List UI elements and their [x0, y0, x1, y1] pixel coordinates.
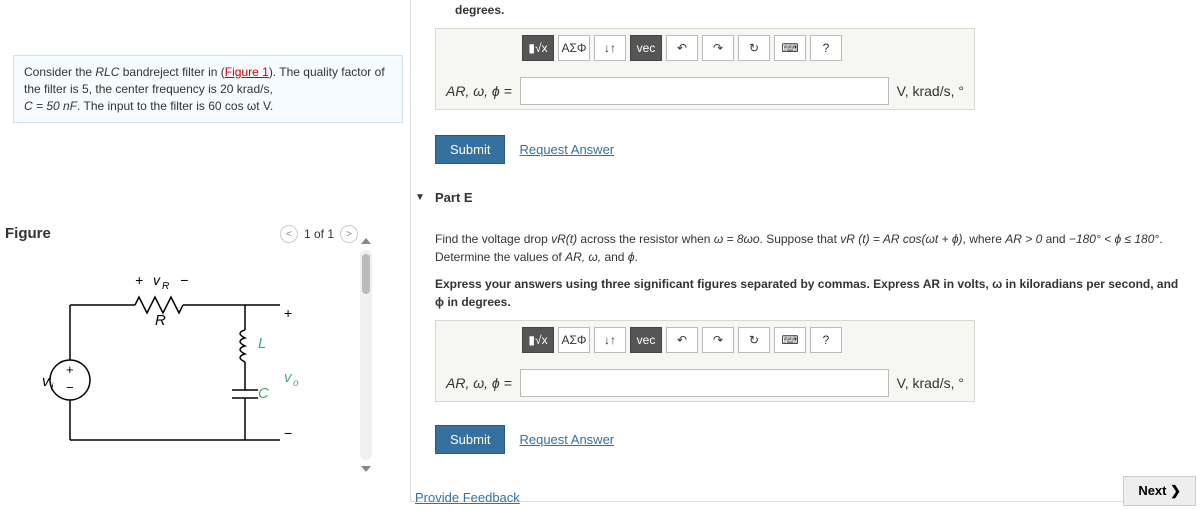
part-e-header: Part E: [435, 190, 473, 205]
svg-text:R: R: [155, 312, 166, 329]
scroll-up-icon[interactable]: [361, 238, 371, 244]
part-e-submit-button[interactable]: Submit: [435, 425, 505, 454]
circuit-diagram: + vR − R L C + vo − + − vi: [40, 270, 320, 470]
part-e-collapse-icon[interactable]: ▼: [415, 192, 425, 203]
svg-text:−: −: [180, 272, 188, 288]
answer-units: V, krad/s, °: [897, 375, 964, 391]
figure-counter: 1 of 1: [304, 227, 334, 241]
reset-button[interactable]: ↻: [738, 327, 770, 353]
redo-button[interactable]: ↷: [702, 35, 734, 61]
problem-statement: Consider the RLC bandreject filter in (F…: [13, 55, 403, 123]
next-button[interactable]: Next ❯: [1123, 476, 1196, 506]
svg-text:v: v: [284, 369, 293, 386]
part-d-answer-input[interactable]: [520, 77, 889, 105]
help-button[interactable]: ?: [810, 327, 842, 353]
part-d-submit-row: Submit Request Answer: [435, 135, 614, 164]
answer-label: AR, ω, ϕ =: [446, 375, 512, 391]
capacitance: C = 50 nF: [24, 99, 77, 113]
figure-scrollbar[interactable]: [360, 250, 372, 460]
part-e-toolbar: ▮√x ΑΣΦ ↓↑ vec ↶ ↷ ↻ ⌨ ?: [516, 321, 974, 359]
part-e-submit-row: Submit Request Answer: [435, 425, 614, 454]
help-button[interactable]: ?: [810, 35, 842, 61]
templates-button[interactable]: ▮√x: [522, 35, 554, 61]
subsup-button[interactable]: ↓↑: [594, 327, 626, 353]
svg-text:C: C: [258, 385, 269, 402]
svg-text:+: +: [284, 305, 292, 321]
vec-button[interactable]: vec: [630, 35, 662, 61]
part-e-request-answer-link[interactable]: Request Answer: [519, 432, 614, 447]
keyboard-button[interactable]: ⌨: [774, 35, 806, 61]
freq: 20 krad/s: [220, 82, 269, 96]
text: bandreject filter in (: [119, 65, 224, 79]
part-e-express: Express your answers using three signifi…: [435, 275, 1190, 311]
reset-button[interactable]: ↻: [738, 35, 770, 61]
svg-text:−: −: [66, 380, 74, 395]
svg-text:R: R: [162, 281, 169, 292]
text: ,: [269, 82, 272, 96]
greek-button[interactable]: ΑΣΦ: [558, 327, 590, 353]
redo-button[interactable]: ↷: [702, 327, 734, 353]
part-e-answer-block: ▮√x ΑΣΦ ↓↑ vec ↶ ↷ ↻ ⌨ ? AR, ω, ϕ = V, k…: [435, 320, 975, 402]
svg-text:o: o: [293, 378, 299, 389]
part-d-answer-row: AR, ω, ϕ = V, krad/s, °: [436, 67, 974, 115]
svg-text:v: v: [153, 272, 161, 288]
scroll-thumb[interactable]: [362, 254, 370, 294]
svg-text:L: L: [258, 335, 266, 352]
svg-text:+: +: [66, 362, 74, 377]
input-signal: 60 cos ωt V: [208, 99, 270, 113]
part-e-prompt: Find the voltage drop vR(t) across the r…: [435, 230, 1190, 266]
undo-button[interactable]: ↶: [666, 327, 698, 353]
keyboard-button[interactable]: ⌨: [774, 327, 806, 353]
vec-button[interactable]: vec: [630, 327, 662, 353]
text: Consider the: [24, 65, 95, 79]
part-d-toolbar: ▮√x ΑΣΦ ↓↑ vec ↶ ↷ ↻ ⌨ ?: [516, 29, 974, 67]
greek-button[interactable]: ΑΣΦ: [558, 35, 590, 61]
part-e-answer-row: AR, ω, ϕ = V, krad/s, °: [436, 359, 974, 407]
text: .: [270, 99, 273, 113]
figure-prev-button[interactable]: <: [280, 225, 298, 243]
provide-feedback-link[interactable]: Provide Feedback: [415, 490, 520, 505]
figure-title: Figure: [5, 225, 51, 242]
subsup-button[interactable]: ↓↑: [594, 35, 626, 61]
answer-units: V, krad/s, °: [897, 83, 964, 99]
part-e-answer-input[interactable]: [520, 369, 889, 397]
figure-next-button[interactable]: >: [340, 225, 358, 243]
svg-text:+: +: [135, 272, 143, 288]
part-d-request-answer-link[interactable]: Request Answer: [519, 142, 614, 157]
part-d-submit-button[interactable]: Submit: [435, 135, 505, 164]
part-d-degrees-tail: degrees.: [455, 3, 504, 17]
text: . The input to the filter is: [77, 99, 208, 113]
svg-text:−: −: [284, 425, 292, 441]
undo-button[interactable]: ↶: [666, 35, 698, 61]
scroll-down-icon[interactable]: [361, 466, 371, 472]
part-d-answer-block: ▮√x ΑΣΦ ↓↑ vec ↶ ↷ ↻ ⌨ ? AR, ω, ϕ = V, k…: [435, 28, 975, 110]
figure-link[interactable]: Figure 1: [225, 65, 269, 79]
rlc: RLC: [95, 65, 119, 79]
answer-label: AR, ω, ϕ =: [446, 83, 512, 99]
figure-nav: < 1 of 1 >: [280, 225, 358, 243]
templates-button[interactable]: ▮√x: [522, 327, 554, 353]
